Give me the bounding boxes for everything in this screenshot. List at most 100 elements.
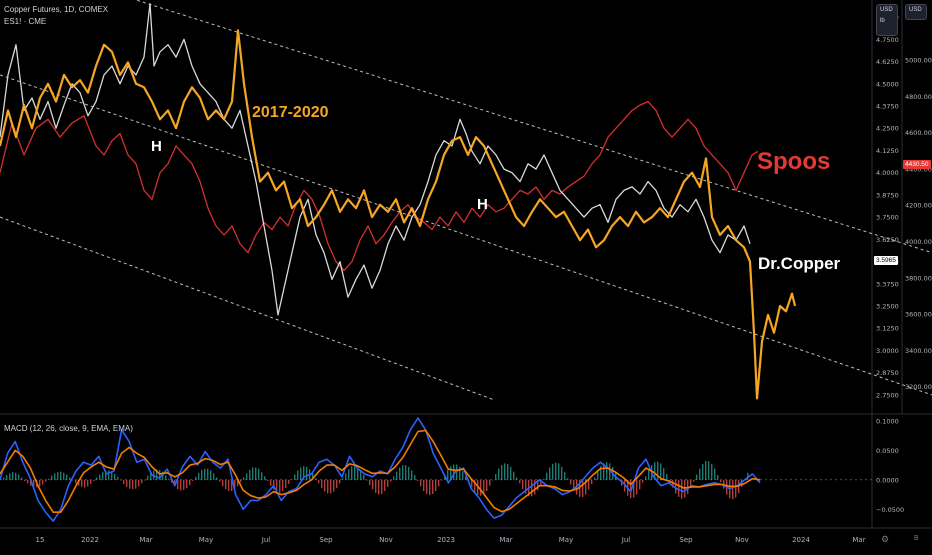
- macd-histogram-bar: [747, 472, 749, 480]
- macd-histogram-bar: [735, 479, 737, 498]
- macd-tick-label: 0.1000: [876, 417, 899, 425]
- macd-histogram-bar: [291, 479, 293, 480]
- macd-histogram-bar: [558, 463, 560, 480]
- price-tick-label: 3.7500: [876, 214, 899, 222]
- macd-histogram-bar: [126, 479, 128, 487]
- macd-histogram-bar: [363, 474, 365, 480]
- macd-histogram-bar: [492, 479, 494, 481]
- macd-histogram-bar: [498, 468, 500, 480]
- macd-histogram-bar: [486, 479, 488, 492]
- macd-histogram-bar: [717, 475, 719, 480]
- macd-histogram-bar: [348, 469, 350, 480]
- macd-histogram-bar: [81, 479, 83, 487]
- macd-histogram-bar: [606, 462, 608, 480]
- annotation-head-2: H: [477, 196, 488, 213]
- macd-histogram-bar: [573, 479, 575, 491]
- macd-histogram-bar: [135, 479, 137, 489]
- macd-histogram-bar: [306, 466, 308, 480]
- compare-axis-currency-button[interactable]: USD: [905, 4, 927, 20]
- price-axis-currency-button[interactable]: USD lb: [876, 4, 898, 36]
- price-tick-label: 3.8750: [876, 191, 899, 199]
- macd-histogram-bar: [660, 463, 662, 480]
- price-tick-label: 4.2500: [876, 125, 899, 133]
- macd-histogram-bar: [96, 477, 98, 480]
- macd-tick-label: 0.0500: [876, 447, 899, 455]
- macd-histogram-bar: [186, 479, 188, 489]
- macd-histogram-bar: [714, 468, 716, 480]
- macd-histogram-bar: [537, 479, 539, 491]
- macd-histogram-bar: [159, 469, 161, 480]
- gear-icon[interactable]: ⚙: [881, 534, 890, 544]
- macd-histogram-bar: [360, 469, 362, 480]
- macd-histogram-bar: [33, 479, 35, 487]
- macd-histogram-bar: [588, 479, 590, 490]
- log-scale-toggle[interactable]: B: [914, 535, 919, 542]
- macd-pane[interactable]: [0, 417, 872, 522]
- macd-histogram-bar: [195, 476, 197, 480]
- macd-legend[interactable]: MACD (12, 26, close, 9, EMA, EMA): [4, 424, 133, 433]
- macd-histogram-bar: [384, 479, 386, 492]
- macd-histogram-bar: [54, 473, 56, 480]
- macd-histogram-bar: [447, 469, 449, 480]
- macd-histogram-bar: [42, 479, 44, 485]
- macd-histogram-bar: [174, 479, 176, 487]
- macd-histogram-bar: [495, 473, 497, 480]
- macd-histogram-bar: [720, 479, 722, 483]
- macd-histogram-bar: [147, 475, 149, 480]
- macd-histogram-bar: [507, 463, 509, 480]
- macd-histogram-bar: [600, 466, 602, 480]
- macd-histogram-bar: [549, 467, 551, 480]
- time-tick-label: May: [559, 536, 573, 544]
- macd-histogram-bar: [162, 471, 164, 480]
- macd-histogram-bar: [621, 479, 623, 486]
- time-tick-label: 2022: [81, 536, 99, 544]
- macd-histogram-bar: [300, 467, 302, 480]
- time-tick-label: May: [199, 536, 213, 544]
- macd-histogram-bar: [132, 479, 134, 490]
- macd-histogram-bar: [510, 466, 512, 480]
- macd-histogram-bar: [399, 467, 401, 480]
- macd-histogram-bar: [243, 477, 245, 480]
- macd-histogram-bar: [102, 472, 104, 480]
- time-tick-label: Mar: [499, 536, 512, 544]
- annotation-drcopper: Dr.Copper: [758, 254, 841, 273]
- copper-last-price-flag: 3.5965: [874, 256, 898, 265]
- macd-histogram-bar: [120, 479, 122, 481]
- time-tick-label: Mar: [852, 536, 865, 544]
- price-tick-label: 3.6250: [876, 236, 899, 244]
- macd-histogram-bar: [57, 472, 59, 480]
- macd-histogram-bar: [189, 479, 191, 486]
- macd-histogram-bar: [66, 474, 68, 480]
- macd-histogram-bar: [432, 479, 434, 494]
- compare-tick-label: 3600.00: [905, 311, 932, 319]
- macd-histogram-bar: [465, 476, 467, 480]
- macd-histogram-bar: [666, 473, 668, 480]
- macd-histogram-bar: [144, 479, 146, 481]
- macd-histogram-bar: [690, 479, 692, 489]
- macd-histogram-bar: [441, 479, 443, 481]
- macd-histogram-bar: [603, 463, 605, 480]
- macd-histogram-bar: [105, 470, 107, 480]
- compare-tick-label: 4800.00: [905, 93, 932, 101]
- macd-histogram-bar: [198, 472, 200, 480]
- macd-histogram-bar: [705, 460, 707, 480]
- macd-histogram-bar: [369, 479, 371, 486]
- macd-histogram-bar: [177, 479, 179, 490]
- macd-histogram-bar: [204, 468, 206, 480]
- macd-histogram-bar: [45, 479, 47, 482]
- macd-histogram-bar: [357, 466, 359, 480]
- channel-line-2: [0, 74, 932, 396]
- macd-histogram-bar: [201, 469, 203, 480]
- macd-histogram-bar: [192, 479, 194, 482]
- macd-histogram-bar: [237, 479, 239, 487]
- macd-histogram-bar: [429, 479, 431, 496]
- price-tick-label: 4.1250: [876, 147, 899, 155]
- macd-histogram-bar: [519, 479, 521, 484]
- price-tick-label: 4.7500: [876, 36, 899, 44]
- price-tick-label: 3.2500: [876, 303, 899, 311]
- series-line-3: [0, 100, 759, 272]
- channel-line-3: [0, 216, 496, 401]
- macd-histogram-bar: [78, 479, 80, 486]
